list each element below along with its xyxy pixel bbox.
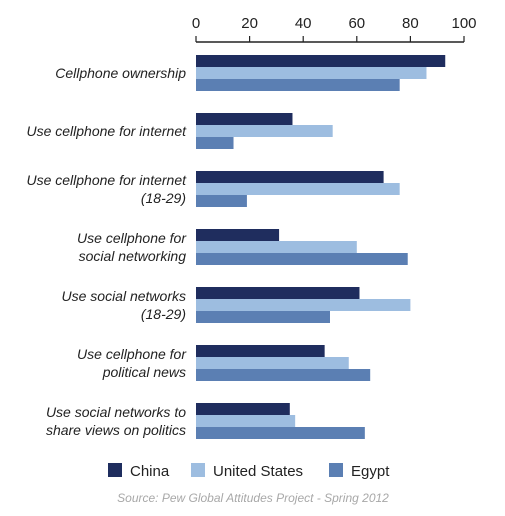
bar-united-states (196, 125, 333, 137)
bar-united-states (196, 357, 349, 369)
category-label: Use cellphone for internet (26, 123, 187, 139)
category-label: Use cellphone for (77, 230, 187, 246)
x-tick-label: 100 (451, 15, 476, 32)
bar-china (196, 287, 360, 299)
bar-egypt (196, 195, 247, 207)
bar-china (196, 171, 384, 183)
bar-united-states (196, 241, 357, 253)
x-axis: 0 20 40 60 80 100 (192, 15, 477, 42)
legend-swatch (108, 463, 122, 477)
bar-egypt (196, 311, 330, 323)
x-tick-label: 40 (295, 15, 312, 32)
x-tick-label: 0 (192, 15, 200, 32)
bar-united-states (196, 415, 296, 427)
x-tick-label: 60 (348, 15, 365, 32)
bar-united-states (196, 299, 411, 311)
legend-swatch (329, 463, 343, 477)
bar-egypt (196, 137, 234, 149)
legend-label: United States (213, 463, 303, 480)
bar-china (196, 55, 446, 67)
legend-label: China (130, 463, 170, 480)
category-label: Use social networks (62, 288, 187, 304)
legend: China United States Egypt (108, 463, 390, 480)
category-label: Use cellphone for (77, 346, 187, 362)
bar-china (196, 113, 293, 125)
bar-egypt (196, 427, 365, 439)
bars (196, 55, 446, 439)
x-tick-label: 80 (402, 15, 419, 32)
source-note: Source: Pew Global Attitudes Project - S… (117, 491, 389, 505)
category-labels: Cellphone ownership Use cellphone for int… (26, 65, 187, 438)
legend-swatch (191, 463, 205, 477)
category-label: (18-29) (141, 190, 186, 206)
bar-egypt (196, 253, 408, 265)
bar-egypt (196, 79, 400, 91)
category-label: political news (102, 364, 186, 380)
bar-china (196, 345, 325, 357)
category-label: share views on politics (46, 422, 186, 438)
bar-egypt (196, 369, 371, 381)
bar-china (196, 403, 290, 415)
category-label: Cellphone ownership (55, 65, 186, 81)
bar-united-states (196, 183, 400, 195)
category-label: Use social networks to (46, 404, 186, 420)
legend-label: Egypt (351, 463, 390, 480)
bar-united-states (196, 67, 427, 79)
bar-china (196, 229, 280, 241)
category-label: social networking (79, 248, 187, 264)
category-label: (18-29) (141, 306, 186, 322)
category-label: Use cellphone for internet (26, 172, 187, 188)
x-tick-label: 20 (241, 15, 258, 32)
